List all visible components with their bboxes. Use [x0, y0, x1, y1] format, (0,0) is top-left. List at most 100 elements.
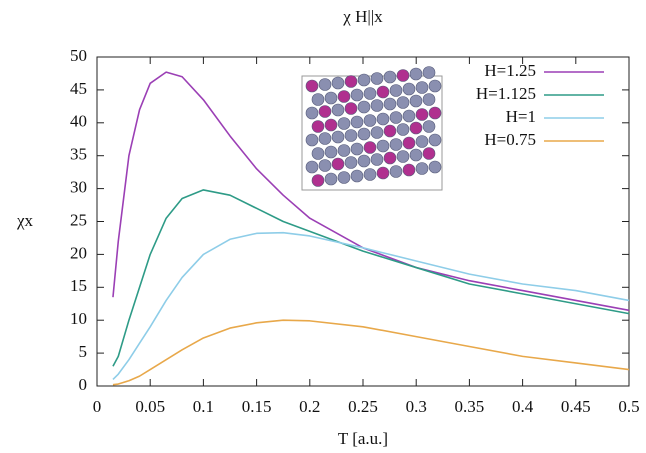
atom: [384, 152, 396, 164]
atom: [319, 79, 331, 91]
atom: [358, 128, 370, 140]
atom: [429, 134, 441, 146]
atom: [306, 134, 318, 146]
atom: [423, 67, 435, 79]
atom: [312, 175, 324, 187]
atom: [416, 136, 428, 148]
atom: [390, 139, 402, 151]
atom: [377, 140, 389, 152]
series-line: [113, 233, 629, 380]
atom: [319, 160, 331, 172]
series-line: [113, 320, 629, 384]
atom: [351, 170, 363, 182]
atom: [332, 77, 344, 89]
atom: [332, 131, 344, 143]
atom: [364, 115, 376, 127]
x-tick-label: 0.5: [618, 397, 639, 416]
atom: [351, 143, 363, 155]
atom: [416, 82, 428, 94]
atom: [338, 91, 350, 103]
structure-inset: [302, 67, 442, 191]
atom: [312, 121, 324, 133]
y-tick-label: 15: [70, 276, 87, 295]
atom: [364, 169, 376, 181]
atom: [312, 94, 324, 106]
atom: [429, 161, 441, 173]
x-tick-label: 0.25: [348, 397, 378, 416]
legend-label: H=1.25: [484, 61, 536, 80]
atom: [332, 104, 344, 116]
atom: [351, 116, 363, 128]
atom: [403, 83, 415, 95]
y-tick-label: 35: [70, 145, 87, 164]
atom: [325, 173, 337, 185]
x-tick-label: 0.45: [561, 397, 591, 416]
atom: [423, 94, 435, 106]
atom: [351, 89, 363, 101]
y-tick-label: 45: [70, 79, 87, 98]
atom: [384, 125, 396, 137]
atom: [390, 112, 402, 124]
atom: [377, 86, 389, 98]
legend-label: H=1.125: [476, 84, 536, 103]
atom: [338, 172, 350, 184]
atom: [416, 163, 428, 175]
atom: [332, 158, 344, 170]
atom: [364, 88, 376, 100]
atom: [345, 103, 357, 115]
y-tick-label: 5: [79, 342, 88, 361]
atom: [358, 155, 370, 167]
atom: [390, 166, 402, 178]
x-tick-label: 0.1: [193, 397, 214, 416]
x-tick-label: 0.2: [299, 397, 320, 416]
atom: [397, 70, 409, 82]
atom: [371, 154, 383, 166]
atom: [345, 76, 357, 88]
atom: [403, 110, 415, 122]
chart: χ H||x T [a.u.] χx 051015202530354045500…: [0, 0, 646, 453]
atom: [371, 127, 383, 139]
atom: [377, 113, 389, 125]
atom: [397, 97, 409, 109]
atom: [377, 167, 389, 179]
x-tick-label: 0.3: [406, 397, 427, 416]
atom: [338, 145, 350, 157]
atom: [345, 130, 357, 142]
atom: [345, 157, 357, 169]
atom: [397, 124, 409, 136]
atom: [371, 100, 383, 112]
atom: [325, 146, 337, 158]
atom: [371, 73, 383, 85]
atom: [397, 151, 409, 163]
atom: [312, 148, 324, 160]
chart-title: χ H||x: [342, 7, 383, 26]
atom: [403, 164, 415, 176]
atom: [403, 137, 415, 149]
atom: [410, 68, 422, 80]
series-line: [113, 190, 629, 366]
atom: [429, 107, 441, 119]
atom: [358, 74, 370, 86]
y-tick-label: 20: [70, 243, 87, 262]
x-tick-label: 0.15: [242, 397, 272, 416]
x-axis-label: T [a.u.]: [338, 429, 388, 448]
atom: [384, 98, 396, 110]
y-tick-label: 50: [70, 46, 87, 65]
atom: [410, 122, 422, 134]
y-axis-label: χx: [16, 211, 34, 230]
y-tick-label: 10: [70, 309, 87, 328]
atom: [410, 95, 422, 107]
atom: [384, 71, 396, 83]
x-tick-label: 0: [93, 397, 102, 416]
atom: [416, 109, 428, 121]
atom: [319, 106, 331, 118]
atom: [410, 149, 422, 161]
atom: [423, 121, 435, 133]
atom: [364, 142, 376, 154]
atom: [423, 148, 435, 160]
atom: [325, 119, 337, 131]
y-tick-label: 25: [70, 210, 87, 229]
atom: [306, 80, 318, 92]
y-tick-label: 40: [70, 112, 87, 131]
legend-label: H=0.75: [484, 130, 536, 149]
